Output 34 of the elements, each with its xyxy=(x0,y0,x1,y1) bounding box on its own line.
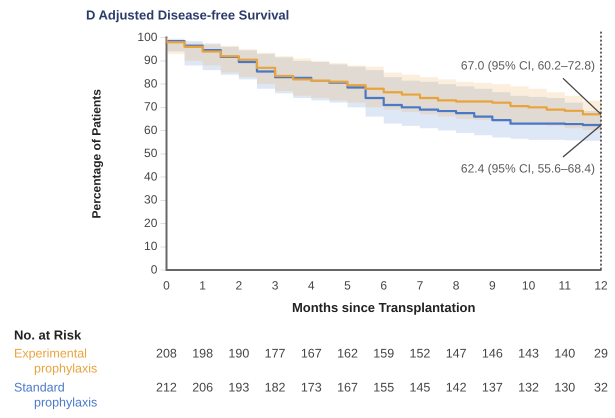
x-tick-label: 4 xyxy=(308,278,315,293)
text: 208 198 190 177 167 162 159 152 147 146 143 140 29 xyxy=(156,346,608,360)
x-tick-label: 8 xyxy=(452,278,460,293)
y-tick-label: 20 xyxy=(144,216,158,230)
x-tick-label: 6 xyxy=(380,278,388,293)
x-tick-label: 10 xyxy=(522,278,536,293)
y-tick-label: 40 xyxy=(144,169,158,184)
y-axis-title: Percentage of Patients xyxy=(90,88,104,218)
y-tick-label: 90 xyxy=(144,53,158,68)
x-tick-label: 11 xyxy=(558,278,572,293)
x-tick-label: 7 xyxy=(416,278,424,293)
x-tick-label: 9 xyxy=(489,278,496,293)
annotation: 62.4 (95% CI, 55.6–68.4) xyxy=(460,161,595,176)
x-tick-label: 0 xyxy=(163,278,170,293)
text: Standard prophylaxis xyxy=(14,380,98,410)
x-tick-label: 1 xyxy=(199,278,206,293)
y-tick-label: 70 xyxy=(144,100,158,114)
y-tick-label: 80 xyxy=(144,76,158,90)
annotation: 67.0 (95% CI, 60.2–72.8) xyxy=(460,58,595,73)
y-tick-label: 100 xyxy=(137,30,158,44)
text: Experimental prophylaxis xyxy=(14,346,98,376)
text: 212 206 193 182 173 167 155 145 142 137 132 130 32 xyxy=(156,380,608,394)
y-tick-label: 60 xyxy=(144,122,158,137)
y-tick-label: 30 xyxy=(144,192,158,207)
y-tick-label: 10 xyxy=(144,239,158,254)
text: No. at Risk xyxy=(14,328,82,343)
y-tick-label: 50 xyxy=(144,146,158,160)
y-tick-label: 0 xyxy=(150,262,158,276)
x-tick-label: 3 xyxy=(272,278,279,293)
x-axis-title: Months since Transplantation xyxy=(292,300,476,315)
x-tick-label: 2 xyxy=(236,278,243,293)
x-tick-label: 5 xyxy=(344,278,352,293)
chart-title: D Adjusted Disease-free Survival xyxy=(86,7,290,22)
x-tick-label: 12 xyxy=(594,278,608,293)
